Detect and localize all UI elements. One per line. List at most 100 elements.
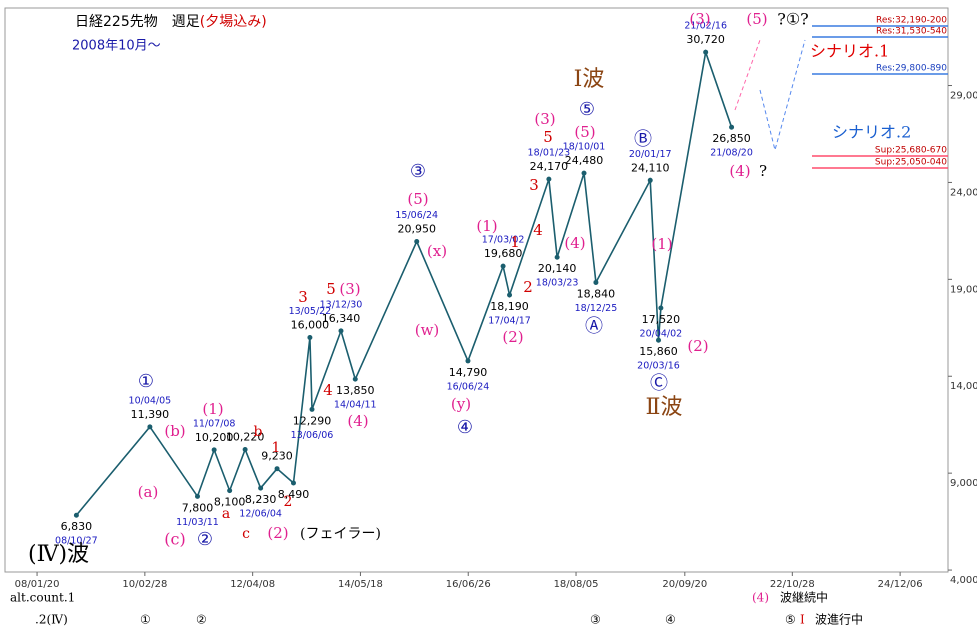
wave-annotation: 2: [523, 278, 533, 296]
pivot-point: [647, 177, 653, 183]
wave-annotation: 1: [272, 440, 281, 456]
wave-annotation: シナリオ.2: [832, 123, 911, 142]
scenario-1-path: [734, 39, 761, 111]
wave-annotation: ④: [665, 613, 676, 627]
pivot-point: [658, 305, 664, 311]
y-tick-label: 4,000: [950, 575, 977, 586]
pivot-point: [655, 337, 661, 343]
wave-annotation: ③: [590, 613, 601, 627]
price-label: 19,680: [484, 247, 523, 260]
wave-annotation: 波進行中: [815, 612, 863, 627]
wave-annotation: (4): [564, 234, 585, 252]
pivot-point: [274, 466, 280, 472]
wave-annotation: (5): [574, 123, 595, 141]
price-label: 9,230: [261, 450, 293, 463]
wave-annotation: (a): [138, 483, 159, 501]
wave-annotation: b: [254, 424, 263, 440]
price-label: 13,850: [336, 384, 375, 397]
pivot-point: [546, 176, 552, 182]
wave-annotation: (x): [427, 242, 447, 260]
date-label: 18/03/23: [536, 278, 579, 289]
wave-annotation: (3): [689, 10, 710, 28]
date-label: 18/01/23: [528, 148, 571, 159]
date-label: 15/06/24: [395, 210, 438, 221]
price-label: 18,190: [490, 300, 529, 313]
price-label: 24,170: [530, 160, 569, 173]
wave-annotation: (2): [502, 328, 523, 346]
price-label: 12,290: [293, 414, 332, 427]
wave-annotation: (4): [729, 162, 750, 180]
pivot-point: [703, 49, 709, 55]
price-label: 26,850: [712, 132, 751, 145]
date-label: 17/04/17: [488, 316, 531, 327]
price-label: 17,520: [642, 313, 681, 326]
wave-annotation: (w): [415, 321, 440, 339]
pivot-point: [211, 447, 217, 453]
wave-annotation: (Ⅳ)波: [28, 542, 89, 567]
price-label: 7,800: [182, 501, 214, 514]
date-label: 12/06/04: [239, 509, 282, 520]
pivot-point: [554, 254, 560, 260]
date-label: 18/12/25: [575, 303, 618, 314]
price-label: 20,950: [397, 223, 436, 236]
wave-annotation: (b): [164, 422, 185, 440]
pivot-point: [73, 512, 79, 518]
date-label: 17/03/02: [482, 235, 525, 246]
date-label: 13/05/22: [289, 306, 332, 317]
wave-annotation: ③: [410, 161, 426, 182]
y-tick-label: 14,000: [950, 381, 977, 392]
date-label: 14/04/11: [334, 400, 377, 411]
price-label: 20,140: [538, 262, 577, 275]
price-label: 16,340: [322, 312, 361, 325]
wave-annotation: シナリオ.1: [810, 42, 889, 61]
x-tick-label: 24/12/06: [878, 579, 923, 590]
wave-annotation: 3: [529, 176, 539, 194]
pivot-point: [352, 376, 358, 382]
date-label: 13/06/06: [291, 430, 334, 441]
wave-annotation: Ⓐ: [585, 316, 603, 337]
wave-annotation: (2): [687, 337, 708, 355]
wave-annotation: (フェイラー): [300, 526, 381, 542]
x-tick-label: 16/06/26: [446, 579, 491, 590]
wave-annotation: (4): [752, 591, 769, 605]
wave-annotation: 4: [533, 221, 543, 239]
pivot-point: [338, 328, 344, 334]
level-label: Sup:25,050-040: [875, 158, 947, 168]
wave-annotation: ?①?: [777, 10, 809, 29]
date-label: 21/08/20: [710, 148, 753, 159]
wave-annotation: (1): [651, 235, 672, 253]
level-label: Res:29,800-890: [876, 64, 947, 74]
date-label: 20/04/02: [640, 329, 683, 340]
pivot-point: [500, 263, 506, 269]
date-label: 13/12/30: [320, 299, 363, 310]
pivot-point: [581, 170, 587, 176]
date-label: 11/03/11: [176, 517, 219, 528]
wave-annotation: (3): [339, 280, 360, 298]
x-tick-label: 18/08/05: [554, 579, 599, 590]
wave-annotation: (c): [164, 530, 185, 549]
pivot-point: [242, 447, 248, 453]
pivot-point: [729, 124, 735, 130]
wave-annotation: (1): [202, 400, 223, 418]
wave-annotation: (y): [451, 395, 471, 413]
date-label: 18/10/01: [563, 142, 606, 153]
wave-annotation: Ⅰ: [800, 613, 805, 627]
x-tick-label: 20/09/20: [662, 579, 707, 590]
date-label: 20/03/16: [637, 361, 680, 372]
x-tick-label: 22/10/28: [770, 579, 815, 590]
wave-annotation: (5): [407, 190, 428, 208]
date-label: 21/02/16: [684, 21, 727, 32]
wave-annotation: 3: [298, 288, 308, 306]
wave-annotation: 5: [326, 280, 336, 298]
wave-annotation: .2(Ⅳ): [35, 613, 68, 627]
price-label: 16,000: [291, 318, 330, 331]
price-label: 18,840: [577, 287, 616, 300]
price-label: 10,200: [195, 431, 234, 444]
wave-annotation: ①: [138, 371, 154, 392]
wave-annotation: 波継続中: [780, 590, 828, 605]
plot-frame: [4, 7, 949, 573]
date-label: 10/04/05: [129, 395, 172, 406]
title-main: 日経225先物 週足: [75, 14, 200, 30]
price-label: 10,220: [226, 431, 265, 444]
